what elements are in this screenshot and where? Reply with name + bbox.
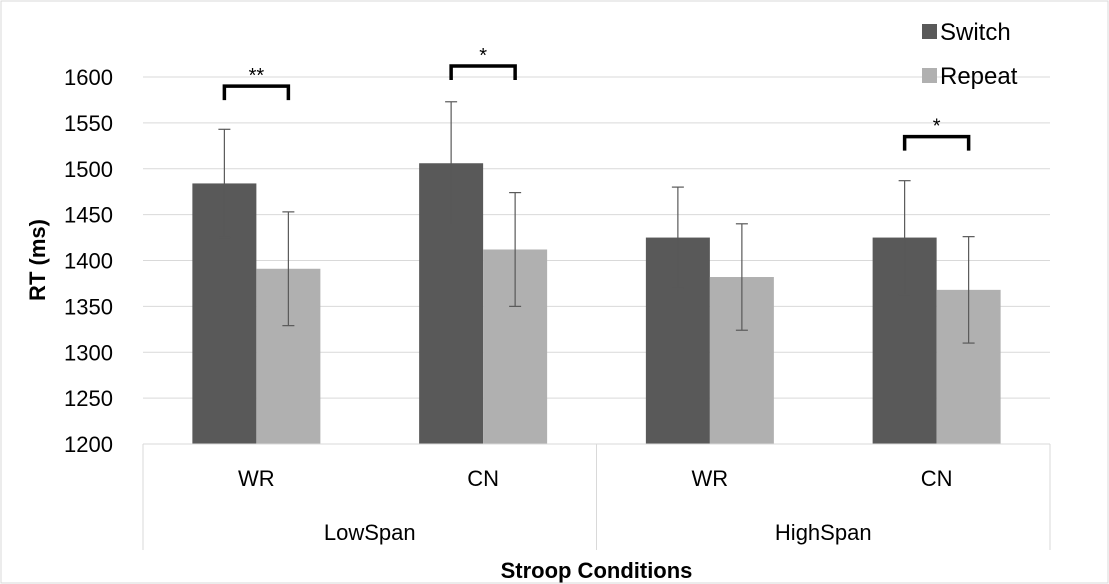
y-tick-label: 1600	[64, 65, 113, 90]
y-tick-label: 1450	[64, 203, 113, 228]
significance-bracket	[222, 84, 291, 101]
x-axis-title: Stroop Conditions	[501, 558, 693, 583]
y-tick-label: 1200	[64, 432, 113, 457]
x-tick-label: CN	[921, 466, 953, 491]
significance-bracket	[449, 64, 517, 80]
legend-swatch-switch	[922, 24, 937, 39]
x-tick-label: WR	[238, 466, 275, 491]
legend-label: Repeat	[940, 63, 1018, 90]
x-tick-label: CN	[467, 466, 499, 491]
group-label: HighSpan	[775, 520, 872, 545]
y-tick-label: 1400	[64, 249, 113, 274]
y-tick-label: 1550	[64, 111, 113, 136]
error-bars	[218, 101, 975, 344]
legend: Switch Repeat	[922, 19, 1018, 90]
significance-bracket	[902, 134, 971, 151]
y-tick-label: 1250	[64, 386, 113, 411]
group-label: LowSpan	[324, 520, 416, 545]
significance-label: *	[479, 45, 487, 67]
y-axis-title: RT (ms)	[25, 219, 50, 301]
x-tick-label: WR	[692, 466, 729, 491]
significance-label: *	[933, 116, 941, 138]
legend-label: Switch	[940, 19, 1011, 46]
significance-markers: ****	[222, 45, 971, 151]
y-tick-labels: 1200 1250 1300 1350 1400 1450 1500 1550 1600	[64, 65, 113, 457]
y-tick-label: 1350	[64, 294, 113, 319]
legend-swatch-repeat	[922, 68, 937, 83]
x-axis: WR CN LowSpan WR CN HighSpan	[142, 443, 1051, 550]
y-tick-label: 1500	[64, 157, 113, 182]
y-tick-label: 1300	[64, 340, 113, 365]
significance-label: **	[249, 65, 265, 87]
